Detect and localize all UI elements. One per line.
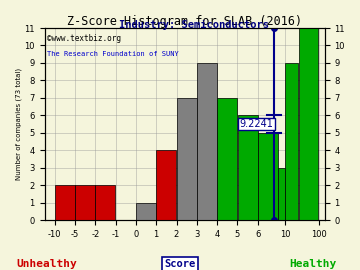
Bar	[258, 133, 278, 220]
Bar	[217, 98, 237, 220]
Bar	[285, 63, 298, 220]
Bar	[156, 150, 176, 220]
Bar	[298, 28, 319, 220]
Text: Score: Score	[165, 259, 195, 269]
Text: Industry: Semiconductors: Industry: Semiconductors	[120, 20, 269, 30]
Text: ©www.textbiz.org: ©www.textbiz.org	[47, 34, 121, 43]
Text: Healthy: Healthy	[289, 259, 337, 269]
Bar	[238, 115, 257, 220]
Text: Unhealthy: Unhealthy	[17, 259, 77, 269]
Bar	[177, 98, 197, 220]
Y-axis label: Number of companies (73 total): Number of companies (73 total)	[15, 68, 22, 180]
Text: 9.2241: 9.2241	[239, 119, 273, 129]
Title: Z-Score Histogram for SLAB (2016): Z-Score Histogram for SLAB (2016)	[67, 15, 302, 28]
Bar	[278, 168, 285, 220]
Bar	[95, 185, 116, 220]
Bar	[75, 185, 95, 220]
Bar	[55, 185, 75, 220]
Bar	[197, 63, 217, 220]
Bar	[136, 202, 156, 220]
Text: The Research Foundation of SUNY: The Research Foundation of SUNY	[47, 51, 179, 57]
